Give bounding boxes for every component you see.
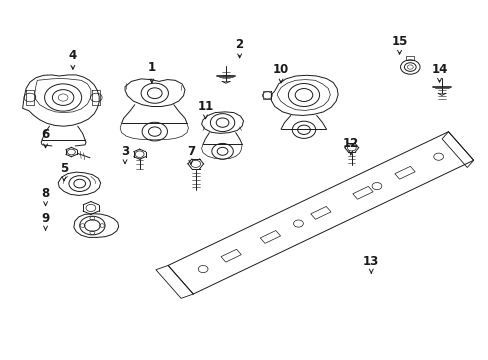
Text: 10: 10 [272, 63, 288, 76]
Text: 12: 12 [342, 136, 358, 149]
Text: 3: 3 [121, 145, 129, 158]
Text: 9: 9 [41, 212, 50, 225]
Text: 14: 14 [430, 63, 447, 76]
Text: 4: 4 [69, 49, 77, 62]
Text: 15: 15 [390, 35, 407, 48]
Text: 11: 11 [197, 100, 213, 113]
Text: 7: 7 [186, 145, 195, 158]
Text: 13: 13 [363, 255, 379, 268]
Text: 6: 6 [41, 128, 50, 141]
Text: 2: 2 [235, 38, 243, 51]
Text: 1: 1 [147, 61, 156, 74]
Text: 5: 5 [60, 162, 68, 175]
Text: 8: 8 [41, 187, 50, 200]
